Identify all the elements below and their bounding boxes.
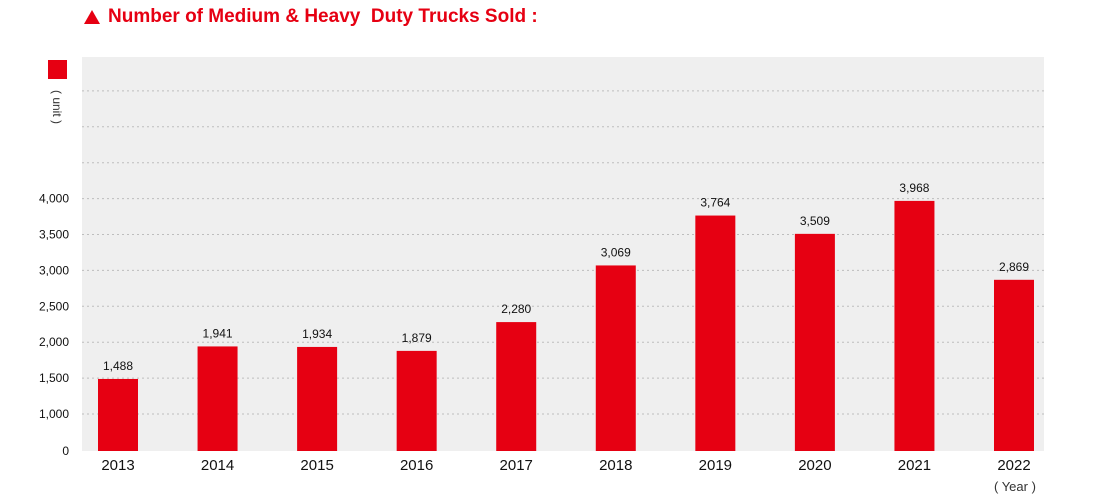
bar-value-label: 3,968 [899, 181, 929, 195]
bar-value-label: 1,941 [203, 326, 233, 340]
bar [994, 279, 1034, 451]
bar-value-label: 2,869 [999, 260, 1029, 274]
bar [297, 346, 338, 451]
triangle-icon [84, 10, 100, 24]
bar [197, 346, 238, 451]
x-category-label: 2019 [699, 457, 732, 474]
y-tick-label: 0 [62, 444, 69, 458]
bar-value-label: 2,280 [501, 302, 531, 316]
x-category-label: 2014 [201, 457, 234, 474]
bar-value-label: 1,488 [103, 359, 133, 373]
bar [595, 265, 636, 451]
x-category-label: 2022 [997, 457, 1030, 474]
bar [894, 200, 935, 451]
x-category-label: 2013 [101, 457, 134, 474]
x-category-label: 2018 [599, 457, 632, 474]
x-axis-unit-label: ( Year ) [994, 479, 1036, 494]
chart-title-row: Number of Medium & Heavy Duty Trucks Sol… [84, 3, 538, 31]
y-tick-label: 1,000 [39, 407, 69, 421]
bar-value-label: 3,509 [800, 214, 830, 228]
legend-swatch [48, 60, 67, 79]
x-category-label: 2015 [300, 457, 333, 474]
y-tick-label: 2,500 [39, 299, 69, 313]
bar [396, 350, 437, 451]
y-tick-label: 4,000 [39, 192, 69, 206]
y-tick-label: 3,000 [39, 263, 69, 277]
x-category-label: 2020 [798, 457, 831, 474]
bar-value-label: 1,934 [302, 327, 332, 341]
x-category-label: 2021 [898, 457, 931, 474]
x-category-label: 2017 [500, 457, 533, 474]
bar-value-label: 3,764 [700, 196, 730, 210]
plot-background [82, 57, 1044, 451]
y-tick-label: 3,500 [39, 228, 69, 242]
x-category-label: 2016 [400, 457, 433, 474]
bar [496, 322, 537, 451]
bar [695, 215, 736, 451]
bar [794, 233, 835, 451]
bar-value-label: 1,879 [402, 331, 432, 345]
bar-value-label: 3,069 [601, 245, 631, 259]
bar [98, 378, 138, 451]
y-tick-label: 2,000 [39, 335, 69, 349]
chart-title: Number of Medium & Heavy Duty Trucks Sol… [108, 6, 538, 27]
y-tick-label: 1,500 [39, 371, 69, 385]
